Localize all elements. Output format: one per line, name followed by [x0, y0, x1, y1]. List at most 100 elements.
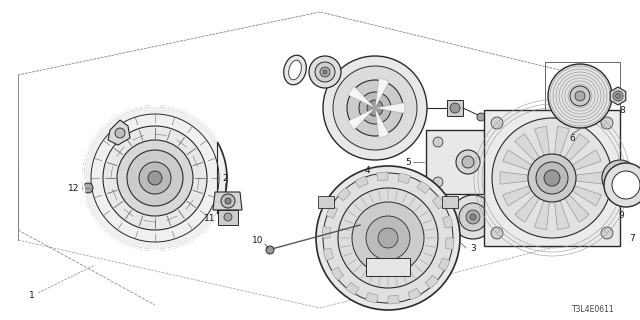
Circle shape — [323, 70, 327, 74]
Circle shape — [378, 228, 398, 248]
Polygon shape — [218, 210, 238, 225]
Circle shape — [127, 150, 183, 206]
Ellipse shape — [284, 55, 307, 85]
Circle shape — [548, 64, 612, 128]
Circle shape — [462, 156, 474, 168]
Text: 5: 5 — [405, 157, 411, 166]
Circle shape — [433, 137, 443, 147]
Circle shape — [601, 117, 613, 129]
Circle shape — [139, 162, 171, 194]
Text: 8: 8 — [619, 106, 625, 115]
Polygon shape — [366, 258, 410, 276]
Polygon shape — [213, 192, 242, 210]
Circle shape — [333, 66, 417, 150]
Circle shape — [492, 118, 612, 238]
Circle shape — [450, 103, 460, 113]
Text: 11: 11 — [204, 213, 216, 222]
Circle shape — [602, 160, 638, 196]
Polygon shape — [515, 195, 540, 222]
Circle shape — [575, 91, 585, 101]
Polygon shape — [331, 267, 344, 280]
Polygon shape — [503, 186, 532, 206]
Polygon shape — [572, 150, 601, 170]
Circle shape — [433, 177, 443, 187]
Polygon shape — [346, 283, 359, 295]
Polygon shape — [408, 288, 421, 300]
Polygon shape — [426, 130, 510, 194]
Polygon shape — [554, 126, 570, 156]
Circle shape — [536, 162, 568, 194]
Circle shape — [266, 246, 274, 254]
Circle shape — [601, 227, 613, 239]
Circle shape — [359, 92, 391, 124]
Polygon shape — [365, 292, 378, 303]
Polygon shape — [564, 195, 589, 222]
Polygon shape — [564, 134, 589, 161]
Polygon shape — [375, 78, 389, 108]
Polygon shape — [326, 205, 338, 218]
Circle shape — [613, 91, 623, 101]
Circle shape — [493, 137, 503, 147]
Circle shape — [610, 168, 630, 188]
Polygon shape — [610, 87, 626, 105]
Circle shape — [470, 214, 476, 220]
Polygon shape — [388, 295, 399, 304]
Circle shape — [612, 171, 640, 199]
Ellipse shape — [289, 60, 301, 80]
Polygon shape — [534, 126, 550, 156]
Circle shape — [221, 194, 235, 208]
Polygon shape — [515, 134, 540, 161]
Circle shape — [323, 56, 427, 160]
Circle shape — [528, 154, 576, 202]
Circle shape — [323, 173, 453, 303]
Circle shape — [451, 195, 495, 239]
Polygon shape — [323, 248, 333, 260]
Text: 2: 2 — [222, 173, 228, 182]
Circle shape — [309, 56, 341, 88]
Polygon shape — [322, 227, 331, 238]
Text: 6: 6 — [569, 133, 575, 142]
Circle shape — [83, 106, 227, 250]
Polygon shape — [442, 215, 453, 228]
Circle shape — [616, 93, 621, 99]
Circle shape — [477, 113, 485, 121]
Text: 7: 7 — [629, 234, 635, 243]
Text: 12: 12 — [68, 183, 80, 193]
Circle shape — [320, 67, 330, 77]
Circle shape — [459, 203, 487, 231]
Polygon shape — [554, 201, 570, 230]
Circle shape — [456, 150, 480, 174]
Polygon shape — [500, 172, 528, 184]
Polygon shape — [426, 275, 438, 289]
Text: 10: 10 — [252, 236, 264, 244]
Circle shape — [493, 177, 503, 187]
Text: 9: 9 — [618, 211, 624, 220]
Polygon shape — [317, 196, 333, 208]
Circle shape — [224, 213, 232, 221]
Polygon shape — [484, 110, 620, 246]
Text: T3L4E0611: T3L4E0611 — [572, 306, 615, 315]
Polygon shape — [534, 201, 550, 230]
Polygon shape — [445, 238, 454, 250]
Circle shape — [148, 171, 162, 185]
Polygon shape — [417, 181, 431, 194]
Circle shape — [466, 210, 480, 224]
Polygon shape — [376, 172, 388, 181]
Polygon shape — [348, 86, 375, 108]
Circle shape — [367, 100, 383, 116]
Polygon shape — [375, 103, 405, 113]
Circle shape — [366, 216, 410, 260]
Circle shape — [316, 166, 460, 310]
Text: 1: 1 — [29, 291, 35, 300]
Polygon shape — [572, 186, 601, 206]
Circle shape — [491, 117, 503, 129]
Polygon shape — [576, 172, 604, 184]
Text: 4: 4 — [364, 165, 370, 174]
Circle shape — [604, 163, 640, 207]
Polygon shape — [375, 108, 389, 138]
Circle shape — [347, 80, 403, 136]
Circle shape — [338, 188, 438, 288]
Polygon shape — [447, 100, 463, 116]
Circle shape — [83, 183, 93, 193]
Circle shape — [352, 202, 424, 274]
